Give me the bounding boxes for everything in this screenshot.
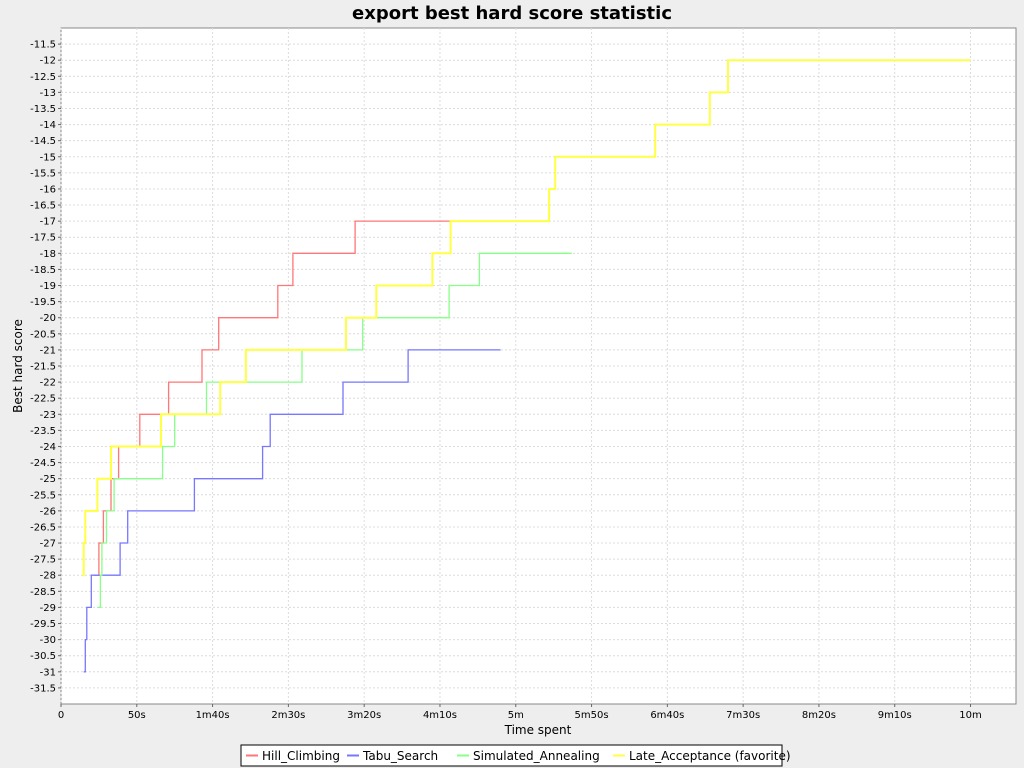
y-tick-label: -11.5 xyxy=(30,40,56,51)
y-tick-label: -12 xyxy=(40,56,56,67)
y-tick-label: -24.5 xyxy=(30,458,56,469)
legend-box xyxy=(240,744,783,767)
y-tick-label: -29 xyxy=(40,603,56,614)
x-tick-label: 9m10s xyxy=(878,710,912,721)
series-line-late-acceptance-favorite xyxy=(82,59,971,577)
y-tick-label: -19 xyxy=(40,281,56,292)
series-line-simulated-annealing xyxy=(97,252,572,609)
series-line-tabu-search xyxy=(83,349,501,673)
y-tick-label: -28.5 xyxy=(30,587,56,598)
y-tick-label: -21.5 xyxy=(30,362,56,373)
y-tick-label: -15 xyxy=(40,152,56,163)
x-tick-label: 3m20s xyxy=(347,710,381,721)
y-tick-label: -20.5 xyxy=(30,329,56,340)
x-tick-labels: 0 50s 1m40s 2m30s 3m20s 4m10s 5m 5m50s 6m40s 7m30… xyxy=(58,710,982,721)
x-tick-label: 5m50s xyxy=(575,710,609,721)
x-tick-label: 2m30s xyxy=(271,710,305,721)
y-tick-label: -27.5 xyxy=(30,555,56,566)
legend-entry: Simulated_Annealing xyxy=(473,749,600,763)
x-axis-label: Time spent xyxy=(504,723,572,737)
x-tick-label: 1m40s xyxy=(196,710,230,721)
series-layer xyxy=(82,59,971,673)
x-tick-label: 8m20s xyxy=(802,710,836,721)
y-tick-label: -14 xyxy=(40,120,56,131)
axes xyxy=(58,43,972,707)
legend-items: Hill_Climbing Tabu_Search Simulated_Anneal… xyxy=(246,749,791,763)
x-tick-label: 7m30s xyxy=(726,710,760,721)
grid-lines xyxy=(60,28,1016,704)
x-tick-label: 5m xyxy=(508,710,524,721)
y-tick-label: -16 xyxy=(40,184,56,195)
y-tick-label: -30 xyxy=(40,635,56,646)
y-tick-label: -18.5 xyxy=(30,265,56,276)
y-tick-label: -31.5 xyxy=(30,683,56,694)
y-tick-label: -25 xyxy=(40,474,56,485)
y-tick-label: -23 xyxy=(40,410,56,421)
y-tick-label: -21 xyxy=(40,345,56,356)
y-axis-label: Best hard score xyxy=(11,319,25,413)
x-tick-label: 6m40s xyxy=(650,710,684,721)
y-tick-label: -13 xyxy=(40,88,56,99)
x-tick-label: 10m xyxy=(959,710,981,721)
y-tick-label: -30.5 xyxy=(30,651,56,662)
y-tick-label: -18 xyxy=(40,249,56,260)
y-tick-label: -26 xyxy=(40,506,56,517)
chart-title: export best hard score statistic xyxy=(352,3,672,24)
y-tick-label: -25.5 xyxy=(30,490,56,501)
y-tick-label: -24 xyxy=(40,442,56,453)
y-tick-label: -17.5 xyxy=(30,233,56,244)
y-tick-label: -27 xyxy=(40,539,56,550)
y-tick-label: -13.5 xyxy=(30,104,56,115)
y-tick-label: -31 xyxy=(40,667,56,678)
y-tick-label: -23.5 xyxy=(30,426,56,437)
y-tick-label: -22.5 xyxy=(30,394,56,405)
y-tick-label: -19.5 xyxy=(30,297,56,308)
legend: Hill_Climbing Tabu_Search Simulated_Anneal… xyxy=(240,744,791,767)
y-tick-label: -16.5 xyxy=(30,201,56,212)
y-tick-label: -26.5 xyxy=(30,522,56,533)
legend-entry: Hill_Climbing xyxy=(262,749,340,763)
legend-entry: Late_Acceptance (favorite) xyxy=(629,749,791,763)
x-tick-label: 0 xyxy=(58,710,64,721)
y-tick-label: -14.5 xyxy=(30,136,56,147)
y-tick-label: -17 xyxy=(40,217,56,228)
y-tick-label: -15.5 xyxy=(30,168,56,179)
x-tick-label: 4m10s xyxy=(423,710,457,721)
y-tick-label: -28 xyxy=(40,571,56,582)
series-line-hill-climbing xyxy=(94,220,501,576)
legend-entry: Tabu_Search xyxy=(362,749,438,763)
y-tick-label: -22 xyxy=(40,378,56,389)
y-tick-label: -12.5 xyxy=(30,72,56,83)
y-tick-labels: -11.5 -12 -12.5 -13 -13.5 -14 -14.5 -15 -15.5 -16… xyxy=(30,40,56,695)
x-tick-label: 50s xyxy=(128,710,146,721)
y-tick-label: -29.5 xyxy=(30,619,56,630)
y-tick-label: -20 xyxy=(40,313,56,324)
